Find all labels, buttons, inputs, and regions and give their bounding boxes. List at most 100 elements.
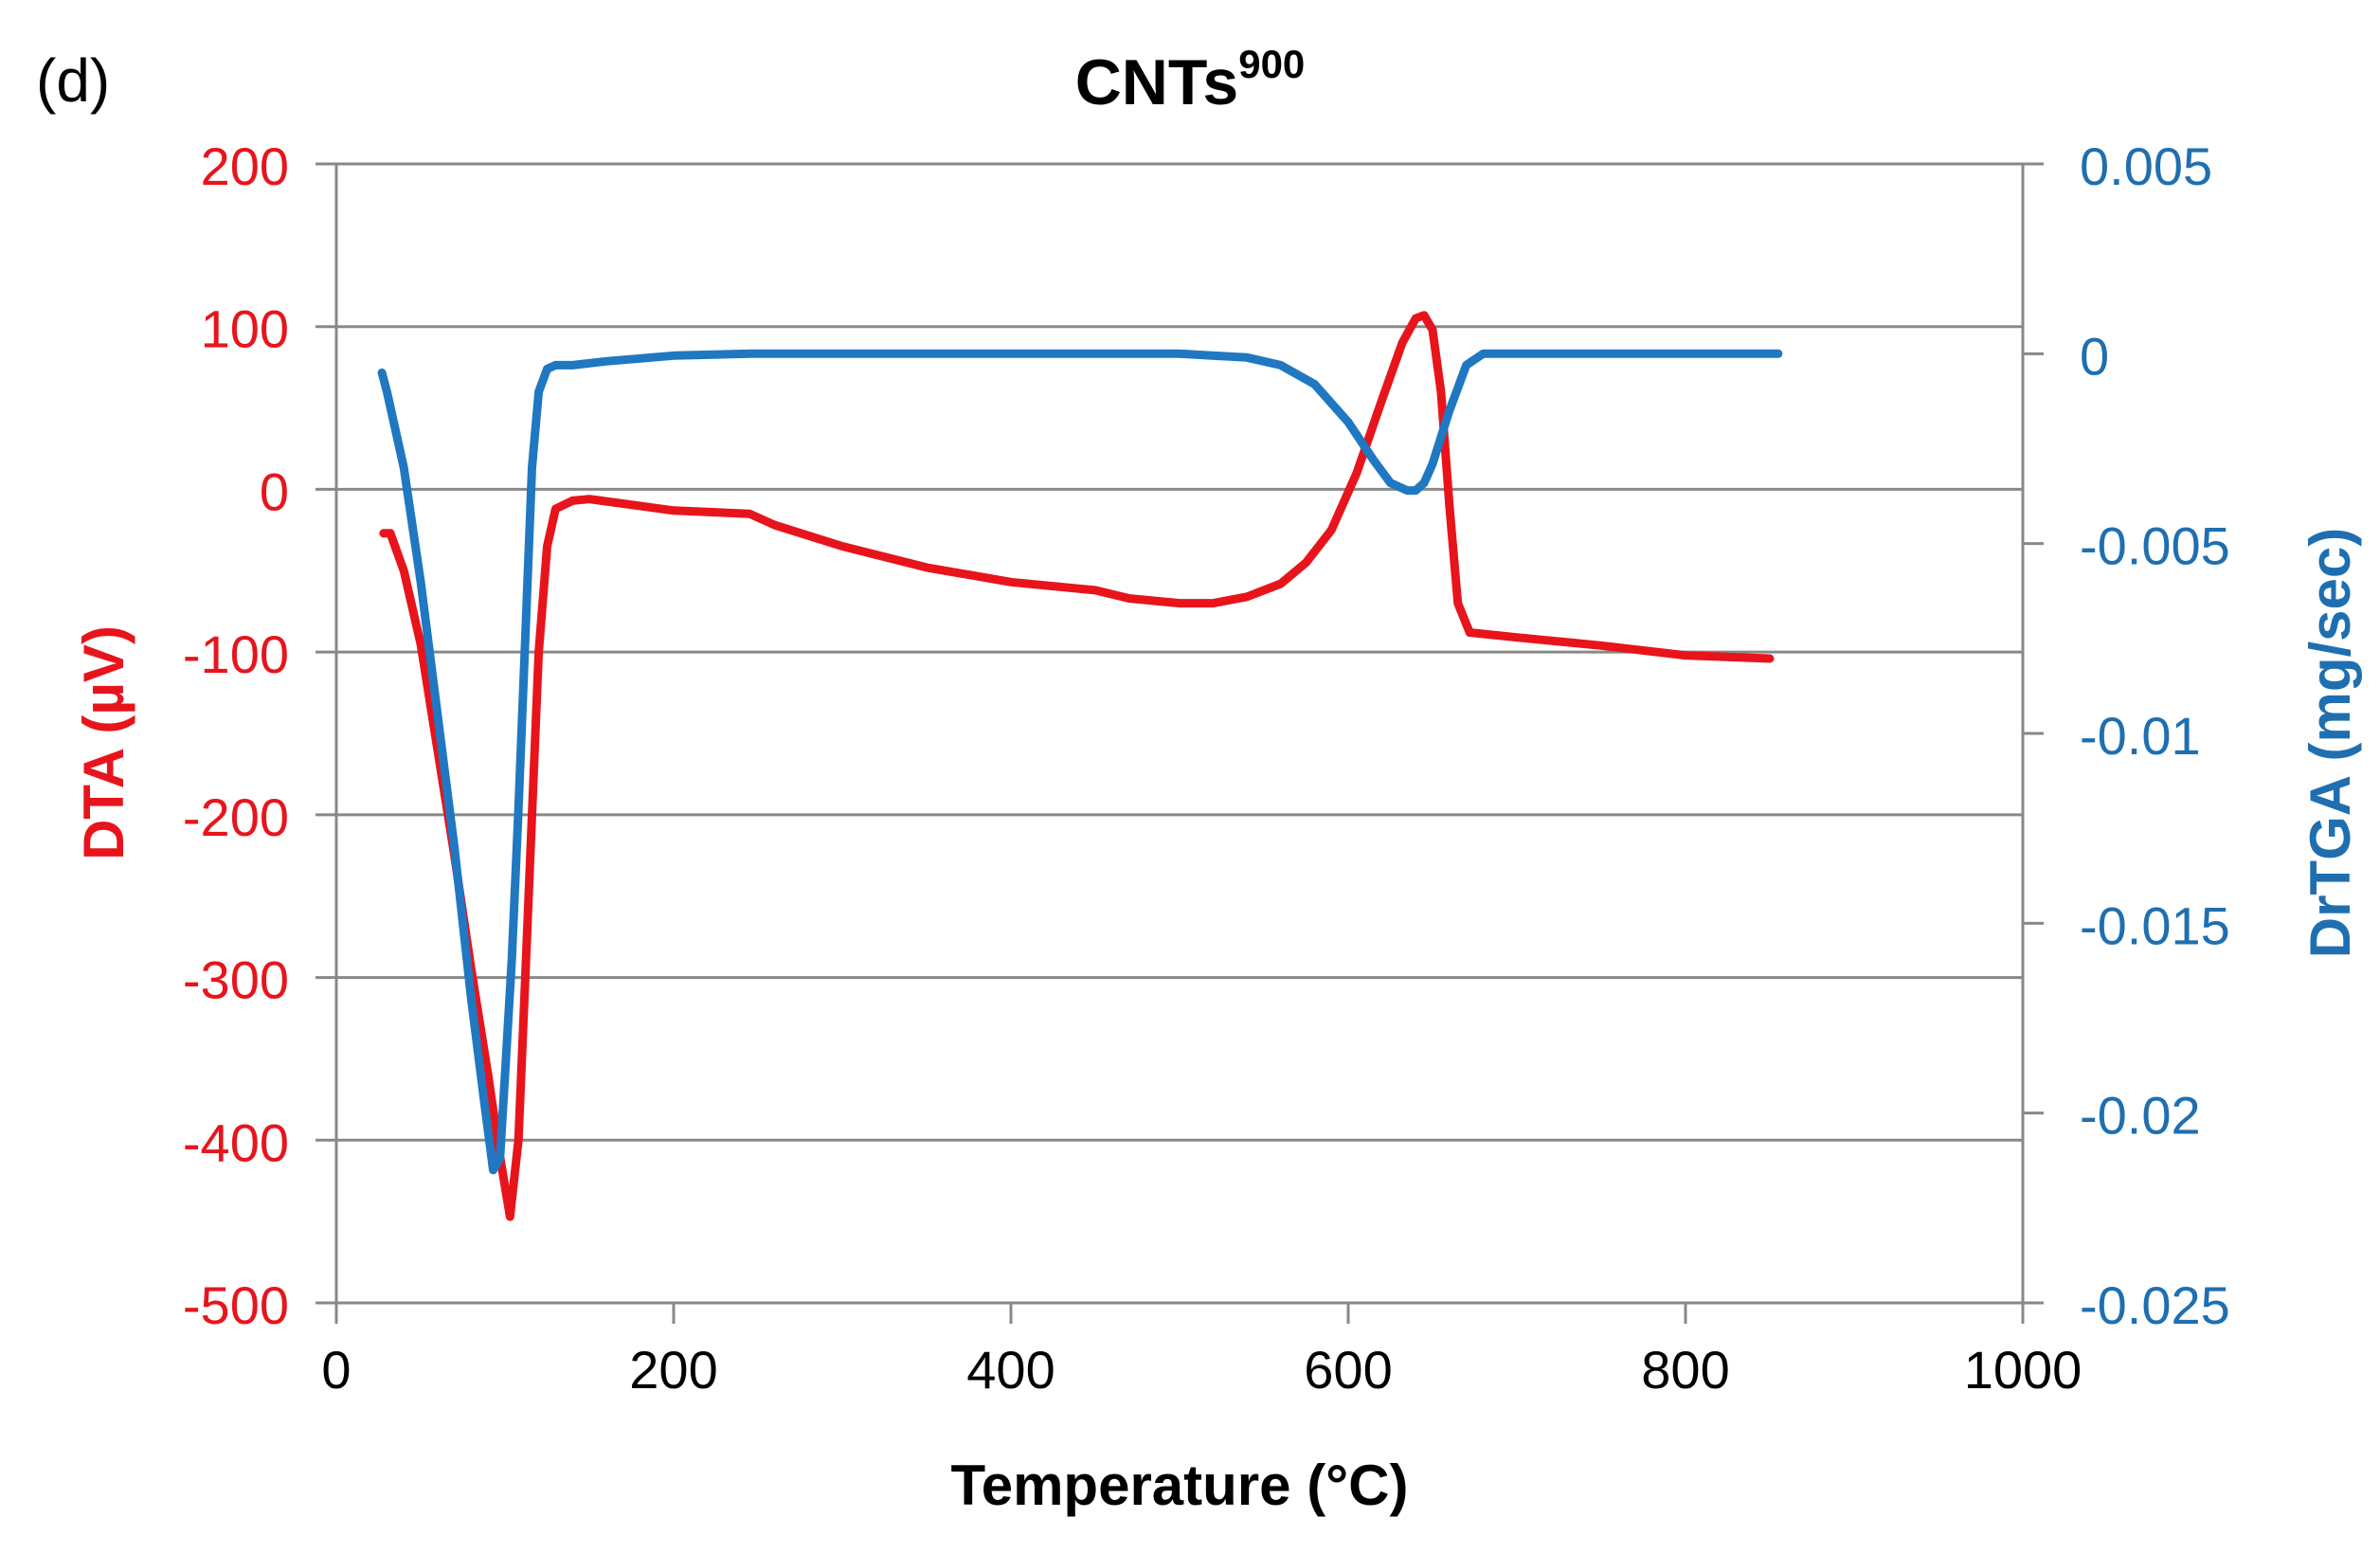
x-tick-label: 0 [321,1340,351,1400]
series-dta-point [1413,316,1419,322]
series-dta-point [1277,581,1284,587]
series-dta-point [507,1214,514,1220]
series-dta-point [1430,327,1435,334]
series-dta-point [1244,593,1251,600]
chart-title-superscript: 900 [1238,42,1306,86]
series-drtga-point [1463,362,1469,369]
series-drtga-point [1277,362,1284,369]
series-dta-point [1514,634,1520,641]
series-dta-point [1210,600,1217,606]
x-axis-title: Temperature (°C) [951,1454,1409,1517]
series-drtga-point [671,352,676,359]
series-dta-point [388,530,393,536]
series-dta-point [924,564,929,570]
series-drtga-point [515,806,522,813]
series-dta-point [569,497,576,504]
series-dta-point [771,522,778,529]
series-dta-point [1683,652,1688,659]
y-left-tick-label: -200 [183,787,289,847]
series-drtga-point [544,366,550,372]
series-dta-point [1379,397,1385,403]
x-tick-label: 200 [629,1340,717,1400]
x-tick-label: 800 [1641,1340,1729,1400]
series-drtga-point [401,464,407,471]
series-drtga-point [1404,487,1411,494]
series-dta-point [1767,656,1773,661]
series-dta-point [1454,600,1461,606]
series-drtga-point [384,388,390,395]
series-dta-point [485,1072,492,1078]
series-dta-point [586,496,592,502]
series-drtga-point [1244,354,1251,361]
y-right-tick-label: -0.015 [2080,895,2230,955]
series-drtga-point [502,1072,508,1078]
series-dta-point [544,543,550,550]
series-drtga-point [529,464,535,471]
series-dta-point [1092,587,1098,593]
chart-title-text: CNTs [1074,46,1239,118]
series-drtga-point [747,351,753,357]
x-tick-label: 1000 [1964,1340,2082,1400]
series-drtga-line [377,349,1783,1175]
series-dta-point [747,511,753,517]
series-drtga-point [1775,351,1781,357]
series-dta-point [1446,502,1452,509]
series-drtga-point [1370,457,1377,463]
series-dta-point [522,974,529,981]
series-drtga-point [1446,407,1452,414]
series-dta-point [1303,559,1309,566]
series-dta-point [418,641,424,647]
series-drtga-point [418,578,424,585]
series-drtga-point [451,844,458,851]
series-drtga-point [1008,351,1014,357]
series-drtga-point [569,362,576,369]
y-right-tick-label: -0.005 [2080,516,2230,576]
y-left-tick-label: -500 [183,1275,289,1335]
chart-title: CNTs900 [0,42,2380,119]
y-right-tick-label: 0 [2080,326,2109,386]
series-dta-point [1598,642,1604,649]
series-dta-point [839,543,845,550]
series-drtga-point [1387,479,1394,486]
series-dta-point [529,811,535,818]
y-left-tick-label: 0 [260,461,289,521]
y-right-tick-label: -0.025 [2080,1275,2230,1335]
y-left-tick-label: 100 [201,299,289,359]
series-drtga-point [1421,479,1428,486]
y-right-tick-label: -0.01 [2080,706,2201,766]
y-left-tick-label: -100 [183,624,289,684]
series-dta-point [1421,312,1428,318]
series-dta-point [535,649,542,656]
series-dta-point [1008,579,1014,586]
y-left-tick-label: -400 [183,1112,289,1172]
series-drtga-point [379,370,386,376]
series-dta-point [1126,595,1132,602]
series-dta-point [552,506,559,512]
panel-label: (d) [36,46,111,115]
series-drtga-point [1514,351,1520,357]
y-left-tick-label: -300 [183,950,289,1010]
series-drtga-point [552,362,559,369]
series-drtga-point [468,996,475,1003]
series-dta-point [1328,527,1335,533]
series-dta-point [401,568,407,574]
series-dta-point [1177,600,1182,606]
series-drtga-point [1413,487,1419,494]
y-right-axis-title: DrTGA (mg/sec) [2299,528,2362,959]
series-dta-point [1467,629,1473,636]
series-dta-point [671,507,676,514]
y-left-tick-label: 200 [201,136,289,196]
series-drtga-point [603,358,609,365]
series-drtga-point [490,1166,496,1173]
series-drtga-point [496,1155,503,1162]
series-drtga-point [1345,419,1351,425]
series-drtga-point [1311,381,1318,388]
series-dta-point [380,530,387,536]
series-dta-point [515,1137,522,1144]
x-tick-label: 400 [966,1340,1055,1400]
series-drtga-point [509,958,515,965]
series-dta-point [1437,388,1444,395]
series-drtga-point [1480,351,1487,357]
series-dta-point [1353,470,1360,477]
